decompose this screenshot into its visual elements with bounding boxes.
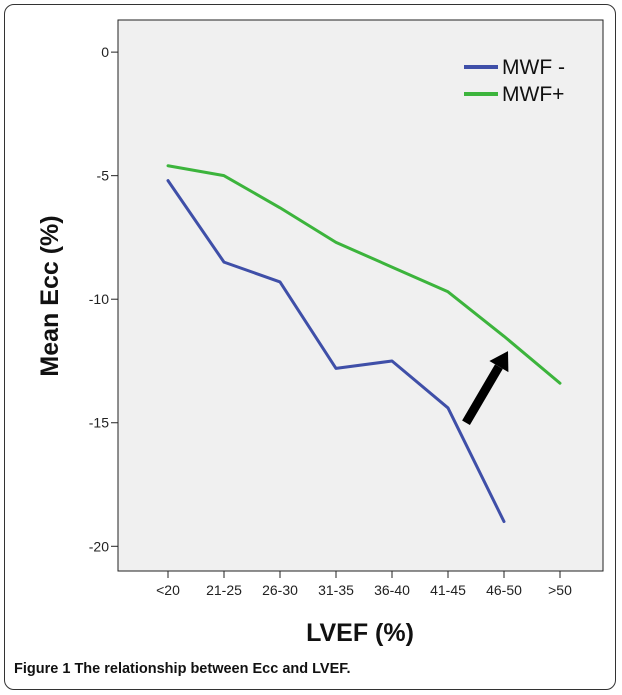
y-axis-title: Mean Ecc (%): [36, 215, 64, 376]
x-tick-label: >50: [548, 582, 572, 598]
x-tick-label: 21-25: [206, 582, 242, 598]
x-tick-label: 46-50: [486, 582, 522, 598]
x-tick-label: <20: [156, 582, 180, 598]
y-tick-label: -5: [97, 168, 110, 184]
plot-area: [117, 19, 604, 572]
y-tick-label: -20: [89, 538, 109, 554]
y-tick-label: -15: [89, 415, 109, 431]
legend-label: MWF+: [502, 83, 564, 106]
series-line-mwf: [166, 179, 506, 524]
series-layer: [166, 164, 562, 524]
arrow-icon: [462, 351, 509, 426]
y-tick-label: 0: [101, 44, 109, 60]
caption-text: The relationship between Ecc and LVEF.: [74, 661, 351, 677]
legend-label: MWF -: [502, 56, 565, 79]
x-tick-label: 36-40: [374, 582, 410, 598]
x-tick-label: 26-30: [262, 582, 298, 598]
x-tick-label: 31-35: [318, 582, 354, 598]
annotation-layer: [462, 351, 509, 426]
series-line-mwf: [166, 164, 562, 385]
y-axis: 0 -5 -10 -15 -20: [89, 44, 118, 554]
x-axis: <20 21-25 26-30 31-35 36-40 41-45 46-50 >50: [156, 571, 572, 598]
figure-caption: Figure 1 The relationship between Ecc an…: [14, 661, 351, 677]
caption-label: Figure 1: [14, 661, 71, 677]
y-tick-label: -10: [89, 291, 109, 307]
x-tick-label: 41-45: [430, 582, 466, 598]
legend: MWF - MWF+: [464, 56, 565, 106]
x-axis-title: LVEF (%): [306, 619, 414, 647]
